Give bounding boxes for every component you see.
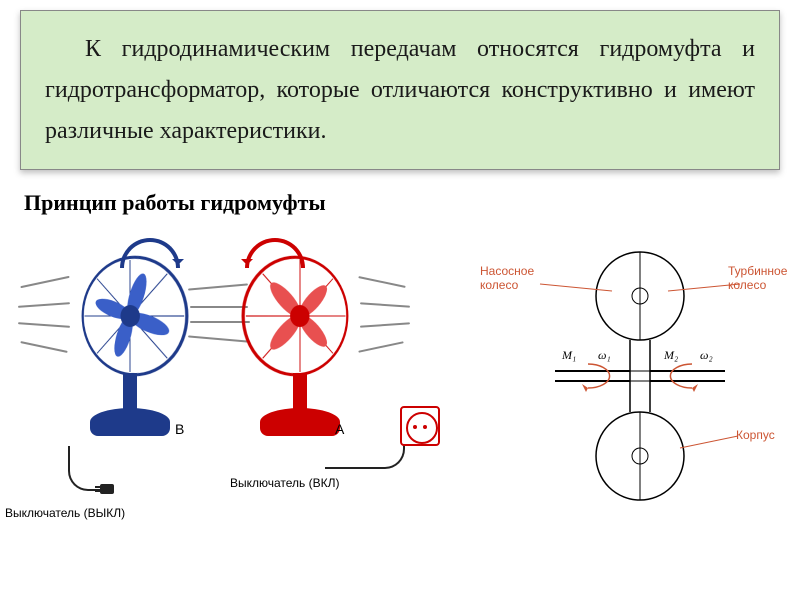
wind-line (188, 336, 248, 343)
label-m2: M₂ (664, 348, 678, 363)
fan-letter-b: B (175, 421, 184, 437)
power-socket (400, 406, 440, 446)
schematic-diagram: Насосное колесо Турбинное колесо Корпус … (500, 236, 780, 516)
label-w2: ω₂ (700, 348, 713, 363)
label-turbine-wheel: Турбинное колесо (728, 264, 787, 292)
plug-blue (100, 484, 114, 494)
wind-line (360, 323, 410, 328)
switch-label-off: Выключатель (ВЫКЛ) (5, 506, 125, 520)
label-housing: Корпус (736, 428, 775, 442)
diagram-area: B A Выключатель (ВЫКЛ) Выключатель (ВКЛ) (0, 226, 800, 566)
wind-line (360, 303, 410, 308)
switch-label-on: Выключатель (ВКЛ) (230, 476, 340, 490)
fan-blue (70, 256, 190, 436)
label-pump-wheel: Насосное колесо (480, 264, 534, 292)
wind-line (18, 323, 70, 329)
wind-line (358, 276, 405, 288)
label-m1: M₁ (562, 348, 576, 363)
label-w1: ω₁ (598, 348, 611, 363)
wind-line (20, 341, 67, 353)
wind-line (18, 303, 70, 309)
header-panel: К гидродинамическим передачам относятся … (20, 10, 780, 170)
wind-line (358, 342, 403, 354)
wind-line (188, 284, 248, 291)
fan-letter-a: A (335, 421, 344, 437)
header-text: К гидродинамическим передачам относятся … (45, 29, 755, 151)
wind-line (20, 276, 69, 288)
fan-red (240, 256, 360, 436)
subtitle: Принцип работы гидромуфты (24, 190, 776, 216)
cord-red (325, 444, 405, 469)
